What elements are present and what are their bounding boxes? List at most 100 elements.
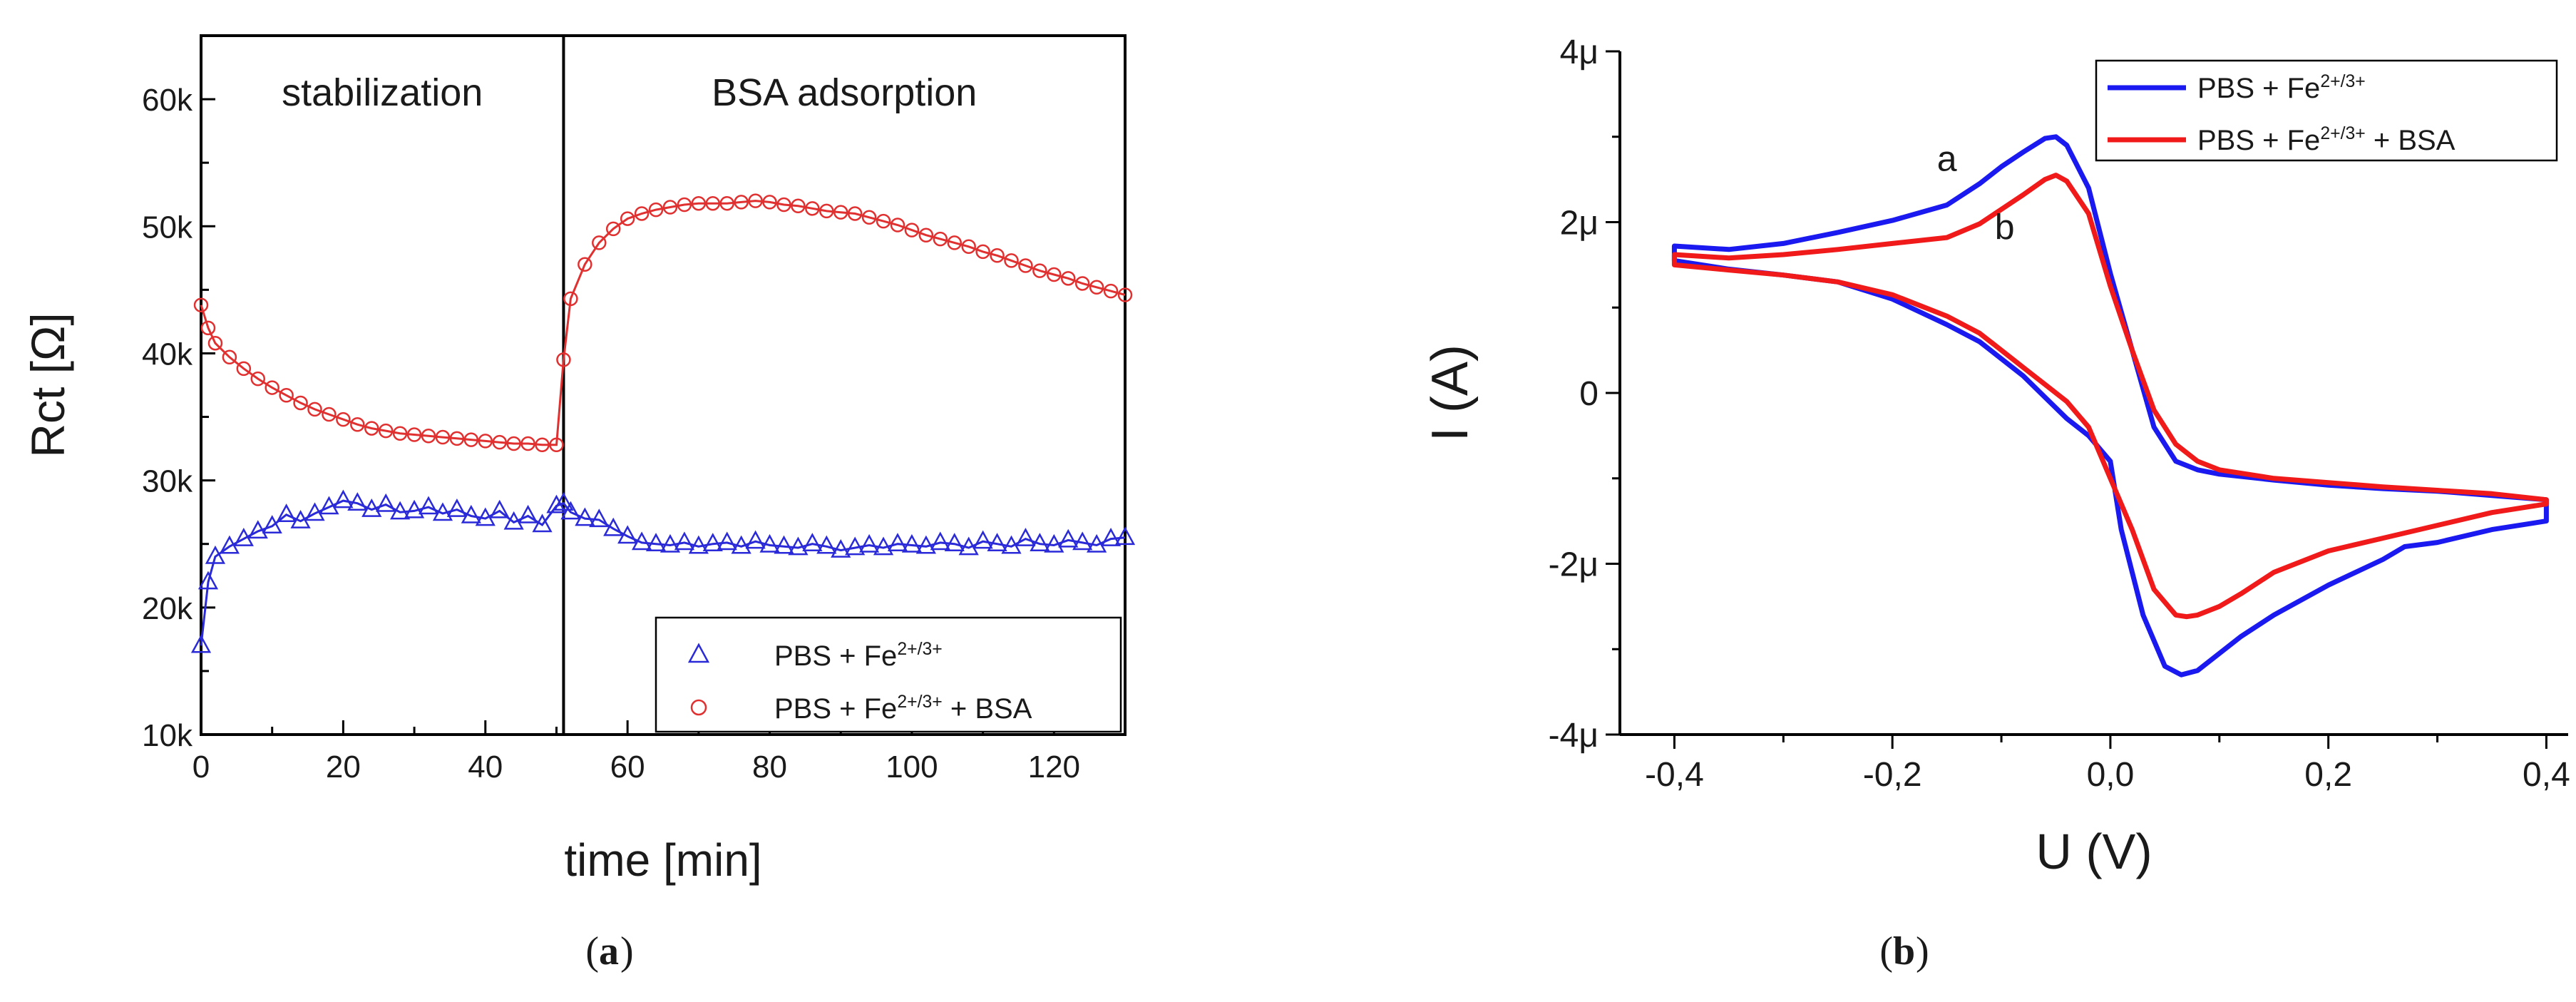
data-point-triangle	[816, 535, 837, 554]
data-point-circle	[336, 411, 351, 427]
data-point-triangle	[518, 504, 538, 523]
data-point-circle	[207, 335, 223, 351]
data-point-triangle	[461, 504, 481, 523]
data-point-circle	[1018, 258, 1033, 273]
data-point-circle	[890, 218, 905, 232]
chart-a-x-tick-label: 40	[468, 750, 503, 784]
caption-b-letter: b	[1893, 929, 1915, 973]
data-point-triangle	[731, 535, 751, 554]
chart-b-annotation-b: b	[1995, 207, 2015, 247]
data-point-triangle	[915, 535, 936, 554]
data-point-circle	[876, 213, 891, 229]
chart-a-series-2	[193, 193, 1133, 452]
legend-marker-triangle	[687, 643, 710, 663]
chart-a-series-line	[200, 499, 1126, 646]
data-point-triangle	[688, 535, 709, 554]
legend-marker-circle	[690, 699, 707, 716]
data-point-circle	[847, 206, 863, 221]
chart-a-y-tick-label: 10k	[142, 718, 193, 753]
data-point-circle	[193, 297, 209, 312]
data-point-triangle	[887, 533, 908, 551]
chart-a: 0 20 40 60 80 100 120 10k 20k 30k 40k 50k 60k stabili…	[21, 34, 1136, 973]
data-point-circle	[307, 402, 322, 417]
data-point-triangle	[1114, 526, 1136, 546]
caption-b-open: (	[1879, 929, 1893, 973]
data-point-circle	[556, 352, 571, 367]
data-point-circle	[933, 231, 948, 247]
data-point-triangle	[347, 492, 368, 511]
caption-b-close: )	[1916, 929, 1929, 973]
data-point-triangle	[390, 501, 411, 520]
data-point-circle	[392, 426, 408, 441]
data-point-circle	[620, 211, 635, 226]
chart-b-annotation-a: a	[1937, 139, 1957, 179]
chart-b-legend-box	[2095, 59, 2558, 162]
data-point-triangle	[788, 536, 809, 556]
chart-a-y-axis-label: Rct [Ω]	[21, 312, 74, 457]
data-point-circle	[449, 431, 465, 446]
data-point-triangle	[1001, 535, 1022, 554]
chart-a-x-tick-label: 120	[1028, 750, 1080, 784]
data-point-triangle	[759, 533, 780, 553]
data-point-circle	[947, 235, 962, 250]
data-point-circle	[520, 436, 535, 451]
data-point-circle	[1074, 276, 1090, 291]
chart-a-x-axis-label: time [min]	[564, 834, 761, 886]
caption-a-close: )	[620, 929, 634, 973]
data-point-circle	[634, 206, 650, 221]
data-point-triangle	[489, 499, 510, 518]
data-point-triangle	[1044, 533, 1064, 553]
data-point-triangle	[376, 493, 396, 512]
data-point-circle	[691, 195, 707, 211]
chart-a-y-tick-label: 30k	[142, 464, 193, 499]
data-point-circle	[748, 193, 763, 208]
data-point-circle	[435, 429, 451, 445]
chart-b-legend-label-2: PBS + Fe2+/3+ + BSA	[2197, 124, 2456, 156]
data-point-circle	[250, 371, 266, 387]
data-point-triangle	[304, 502, 325, 521]
data-point-triangle	[219, 535, 240, 554]
data-point-circle	[322, 407, 337, 422]
data-point-triangle	[660, 533, 681, 553]
data-point-triangle	[617, 525, 638, 544]
chart-a-y-tick-label: 60k	[142, 83, 193, 118]
region-label-stabilization: stabilization	[282, 71, 483, 114]
data-point-triangle	[802, 533, 823, 551]
chart-b-series-2-curve	[1671, 173, 2549, 620]
chart-a-series-1	[190, 489, 1136, 653]
chart-b-legend: PBS + Fe2+/3+ PBS + Fe2+/3+ + BSA	[2095, 59, 2558, 162]
data-point-circle	[463, 432, 479, 447]
data-point-circle	[904, 223, 920, 237]
data-point-circle	[1103, 283, 1119, 299]
data-point-circle	[535, 437, 550, 452]
data-point-circle	[549, 437, 564, 452]
chart-a-x-tick-label: 100	[886, 750, 938, 784]
chart-a-y-tick-label: 40k	[142, 337, 193, 372]
data-point-triangle	[1015, 527, 1036, 546]
data-point-circle	[1089, 280, 1104, 295]
data-point-circle	[705, 195, 721, 211]
data-point-triangle	[432, 502, 453, 521]
data-point-triangle	[575, 507, 595, 526]
data-point-triangle	[589, 508, 610, 528]
chart-b-series-1-curve	[1671, 134, 2549, 678]
data-point-triangle	[973, 530, 993, 549]
data-point-circle	[563, 291, 578, 307]
data-point-triangle	[1058, 528, 1079, 548]
data-point-circle	[662, 200, 678, 215]
data-point-triangle	[553, 492, 574, 511]
data-point-circle	[734, 195, 749, 210]
chart-a-x-tick-label: 0	[193, 750, 210, 784]
data-point-triangle	[1030, 533, 1050, 551]
data-point-circle	[1047, 267, 1062, 282]
data-point-circle	[833, 205, 848, 220]
chart-a-frame	[200, 34, 1127, 736]
data-point-circle	[592, 235, 607, 250]
data-point-triangle	[845, 536, 866, 556]
data-point-triangle	[546, 494, 567, 513]
data-point-triangle	[745, 530, 766, 549]
data-point-circle	[406, 427, 422, 442]
data-point-triangle	[831, 539, 851, 558]
data-point-circle	[819, 203, 834, 219]
